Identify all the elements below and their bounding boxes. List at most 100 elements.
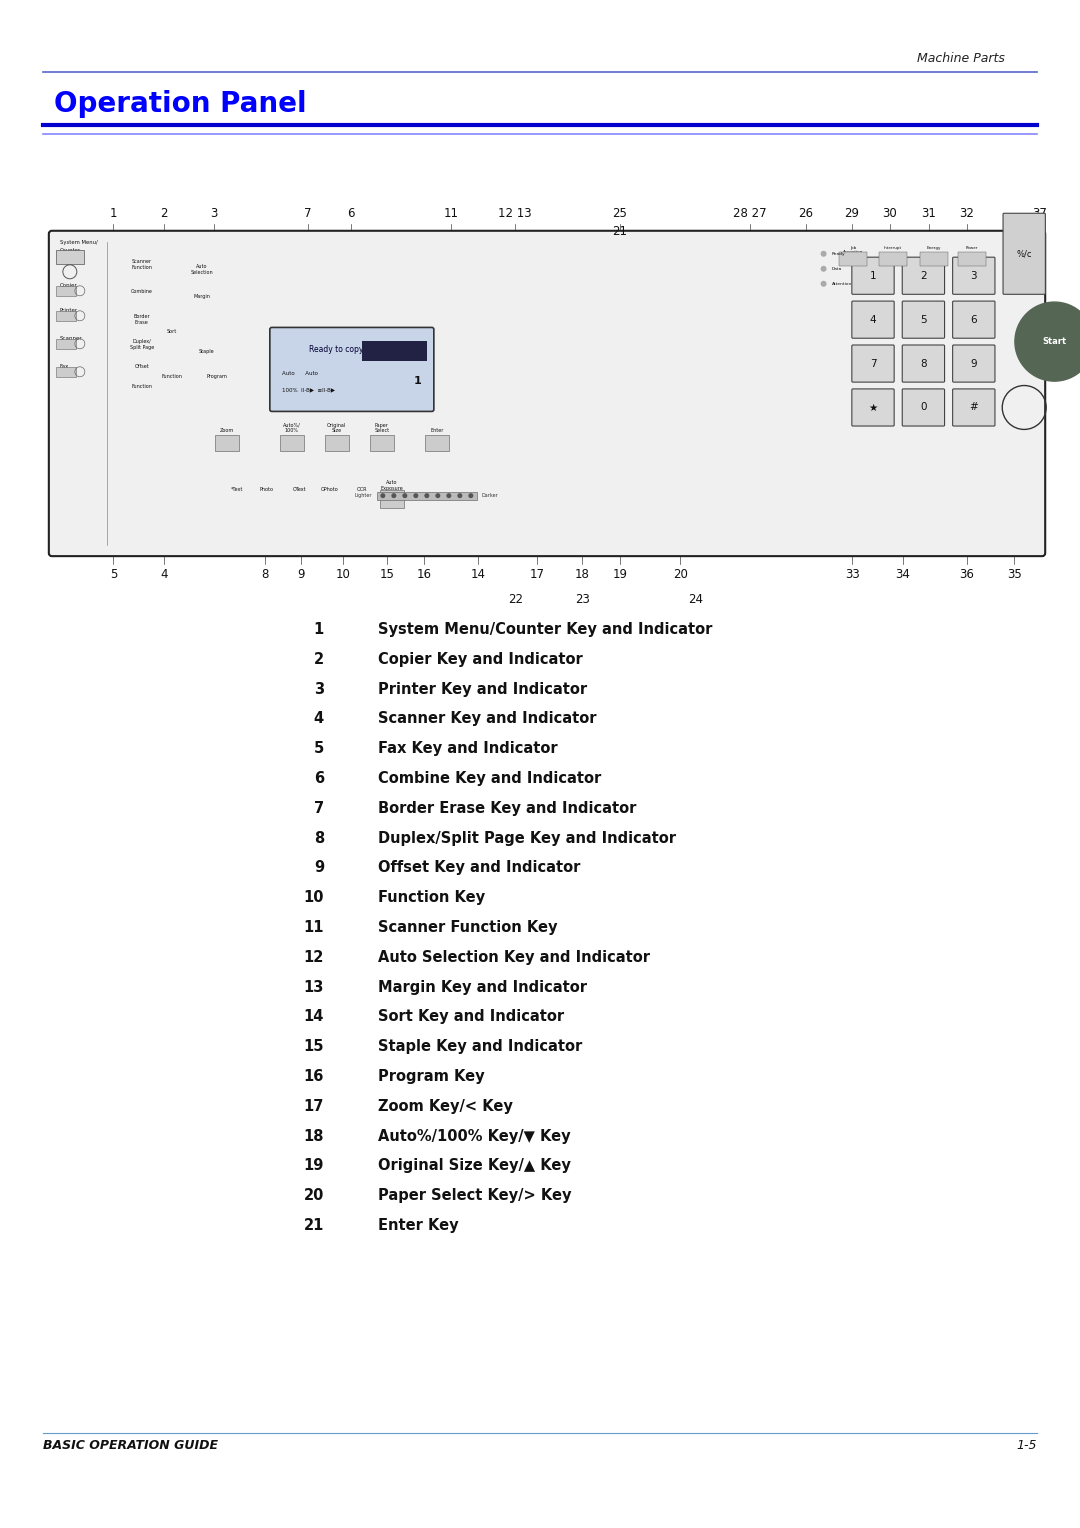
Text: Copier: Copier (59, 283, 78, 289)
Text: 14: 14 (471, 568, 486, 582)
Text: 13: 13 (303, 979, 324, 995)
Text: 22: 22 (508, 593, 523, 607)
Text: System Menu/: System Menu/ (59, 240, 97, 244)
Text: Scanner Key and Indicator: Scanner Key and Indicator (378, 712, 596, 726)
Bar (56, 310, 76, 321)
Text: Function: Function (161, 374, 183, 379)
Text: ★: ★ (868, 402, 878, 413)
Bar (879, 252, 907, 266)
Text: 1: 1 (414, 376, 422, 387)
Text: Staple Key and Indicator: Staple Key and Indicator (378, 1039, 582, 1054)
Text: OText: OText (293, 487, 307, 492)
Text: 34: 34 (895, 568, 910, 582)
Circle shape (821, 266, 826, 272)
Text: 8: 8 (314, 831, 324, 845)
FancyBboxPatch shape (852, 301, 894, 338)
Text: Original
Size: Original Size (327, 423, 347, 434)
Bar (377, 492, 477, 500)
Text: Fax: Fax (59, 364, 69, 370)
Text: 24: 24 (688, 593, 703, 607)
FancyBboxPatch shape (902, 257, 945, 295)
Text: 20: 20 (673, 568, 688, 582)
FancyBboxPatch shape (270, 327, 434, 411)
Text: 26: 26 (798, 206, 813, 220)
Text: Original Size Key/▲ Key: Original Size Key/▲ Key (378, 1158, 571, 1174)
Text: 21: 21 (612, 225, 627, 238)
Text: 8: 8 (261, 568, 268, 582)
Text: Energy: Energy (927, 246, 942, 249)
Bar (424, 435, 449, 451)
Text: Auto
Selection: Auto Selection (190, 264, 213, 275)
Text: 7: 7 (869, 359, 876, 368)
Text: 2: 2 (161, 206, 167, 220)
Text: 16: 16 (303, 1070, 324, 1083)
Text: 3: 3 (971, 270, 977, 281)
Text: 6: 6 (314, 772, 324, 785)
Text: Scanner
Function: Scanner Function (132, 258, 152, 269)
FancyBboxPatch shape (953, 345, 995, 382)
Text: Machine Parts: Machine Parts (917, 52, 1004, 64)
Text: 1-5: 1-5 (1016, 1439, 1037, 1452)
Text: 23: 23 (575, 593, 590, 607)
Bar (362, 341, 427, 362)
Text: 1: 1 (110, 206, 117, 220)
Text: 8: 8 (920, 359, 927, 368)
Text: 37: 37 (1032, 206, 1048, 220)
Text: 5: 5 (920, 315, 927, 324)
Text: Zoom: Zoom (219, 428, 234, 434)
Bar (380, 489, 404, 507)
Text: Counter: Counter (59, 248, 81, 252)
Text: 19: 19 (612, 568, 627, 582)
Text: Function: Function (132, 384, 152, 388)
Text: Photo: Photo (260, 487, 274, 492)
Text: Enter: Enter (430, 428, 444, 434)
FancyBboxPatch shape (902, 390, 945, 426)
Circle shape (821, 281, 826, 287)
Circle shape (457, 494, 462, 498)
Text: 100%  II-B▶  ≡II-B▶: 100% II-B▶ ≡II-B▶ (282, 387, 335, 391)
Text: Margin: Margin (193, 293, 211, 299)
Text: 18: 18 (575, 568, 590, 582)
Text: 20: 20 (303, 1189, 324, 1203)
Circle shape (469, 494, 473, 498)
Text: Offset Key and Indicator: Offset Key and Indicator (378, 860, 580, 876)
Text: 16: 16 (417, 568, 432, 582)
Text: Paper
Select: Paper Select (375, 423, 390, 434)
Text: 18: 18 (303, 1129, 324, 1143)
Text: 35: 35 (1007, 568, 1022, 582)
Bar (280, 435, 303, 451)
Text: 0: 0 (920, 402, 927, 413)
Text: 2: 2 (920, 270, 927, 281)
Text: 11: 11 (444, 206, 459, 220)
Circle shape (821, 251, 826, 257)
Text: 1: 1 (869, 270, 876, 281)
Text: Auto      Auto: Auto Auto (282, 371, 318, 376)
Circle shape (403, 494, 407, 498)
Text: BASIC OPERATION GUIDE: BASIC OPERATION GUIDE (43, 1439, 218, 1452)
Text: Sort Key and Indicator: Sort Key and Indicator (378, 1010, 564, 1024)
Text: 4: 4 (161, 568, 167, 582)
Bar (56, 286, 76, 296)
Text: 3: 3 (211, 206, 217, 220)
Circle shape (391, 494, 396, 498)
Text: Operation Panel: Operation Panel (54, 90, 307, 118)
Text: 4: 4 (869, 315, 876, 324)
Text: Copier Key and Indicator: Copier Key and Indicator (378, 652, 583, 666)
Text: 14: 14 (303, 1010, 324, 1024)
Text: 11: 11 (303, 920, 324, 935)
Text: Zoom Key/< Key: Zoom Key/< Key (378, 1099, 513, 1114)
Text: 25: 25 (612, 206, 627, 220)
Text: Ready: Ready (832, 252, 846, 255)
Text: 6: 6 (348, 206, 354, 220)
Text: 36: 36 (959, 568, 974, 582)
Text: Auto%/
100%: Auto%/ 100% (283, 423, 300, 434)
Text: Border
Erase: Border Erase (134, 313, 150, 324)
Text: Darker: Darker (482, 494, 499, 498)
Text: 30: 30 (882, 206, 897, 220)
Text: 9: 9 (298, 568, 305, 582)
FancyBboxPatch shape (902, 345, 945, 382)
Bar (839, 252, 867, 266)
FancyBboxPatch shape (49, 231, 1045, 556)
Text: #: # (970, 402, 978, 413)
Bar (369, 435, 394, 451)
